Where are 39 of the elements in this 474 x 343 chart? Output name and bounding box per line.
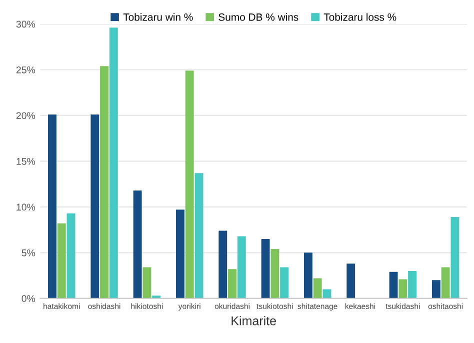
bar bbox=[90, 114, 100, 298]
bar bbox=[194, 173, 204, 298]
bar bbox=[441, 267, 450, 298]
x-axis-title: Kimarite bbox=[232, 316, 276, 326]
y-tick-label: 0% bbox=[22, 295, 36, 302]
bar bbox=[237, 236, 246, 298]
bar bbox=[176, 210, 184, 298]
bar bbox=[322, 289, 332, 298]
bar bbox=[218, 230, 228, 298]
y-tick-label: 30% bbox=[16, 20, 36, 28]
legend-label: Sumo DB % wins bbox=[218, 13, 298, 21]
bar bbox=[408, 270, 417, 298]
y-tick-label: 15% bbox=[16, 158, 36, 165]
bar bbox=[228, 269, 236, 298]
bar bbox=[304, 252, 312, 298]
bar bbox=[389, 272, 398, 298]
bar bbox=[66, 213, 76, 298]
bar bbox=[432, 280, 440, 298]
y-tick-label: 25% bbox=[16, 66, 36, 74]
bar bbox=[280, 267, 289, 298]
bar bbox=[185, 70, 194, 298]
bar bbox=[57, 223, 66, 298]
bar bbox=[48, 114, 56, 298]
bar bbox=[261, 238, 270, 298]
bar bbox=[152, 296, 161, 298]
bar bbox=[313, 278, 322, 298]
y-tick-label: 10% bbox=[16, 204, 36, 211]
bar bbox=[270, 249, 280, 298]
legend-label: Tobizaru loss % bbox=[324, 13, 396, 21]
y-tick-label: 20% bbox=[16, 112, 36, 120]
bar bbox=[133, 190, 142, 298]
legend-label: Tobizaru win % bbox=[123, 13, 193, 21]
bar bbox=[398, 279, 408, 298]
bar bbox=[450, 217, 460, 298]
bar bbox=[142, 267, 152, 298]
bar bbox=[100, 66, 109, 298]
bar bbox=[346, 264, 356, 298]
bar bbox=[109, 28, 118, 298]
y-tick-label: 5% bbox=[22, 249, 36, 256]
